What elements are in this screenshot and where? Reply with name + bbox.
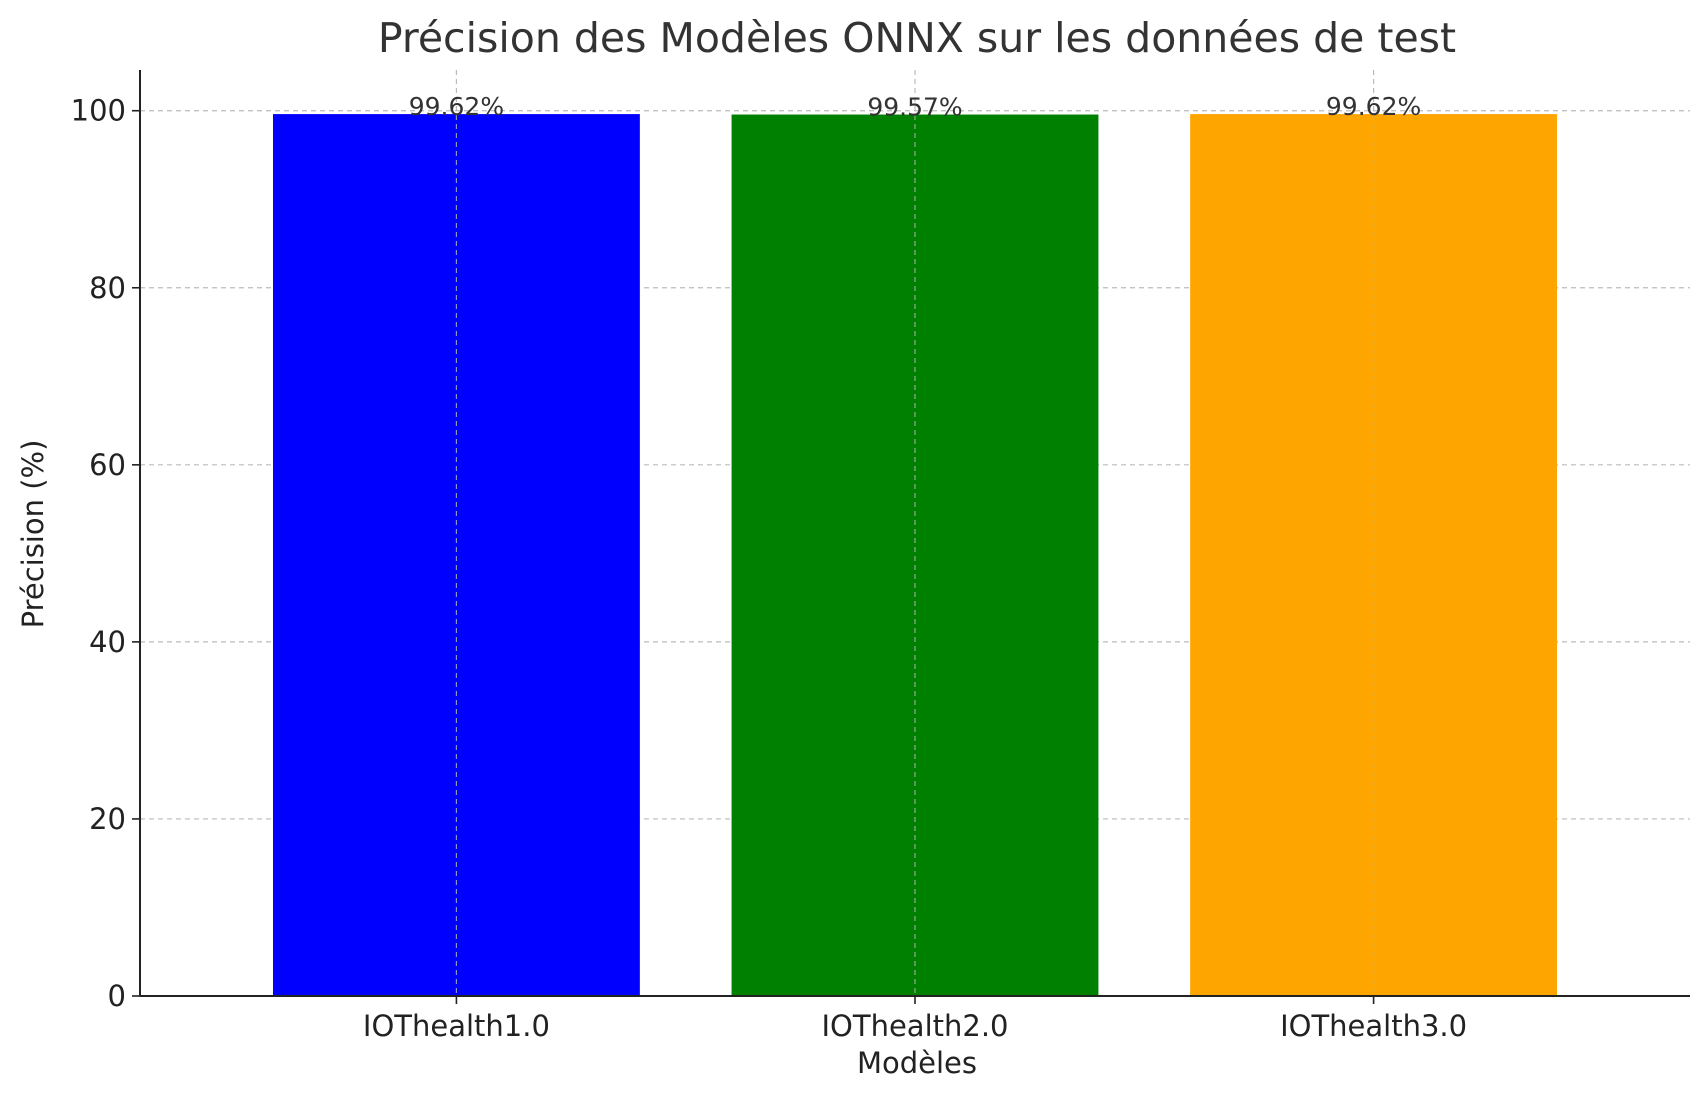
y-tick-label: 100 — [71, 94, 126, 128]
y-tick-label: 40 — [89, 625, 126, 659]
y-tick-label: 0 — [108, 979, 126, 1013]
chart-title: Précision des Modèles ONNX sur les donné… — [378, 14, 1456, 62]
grid-overlay — [455, 70, 1375, 996]
bar-value-label: 99.57% — [867, 93, 962, 122]
x-tick-label: IOThealth3.0 — [1280, 1009, 1467, 1043]
ticks: 0 20 40 60 80 100 IOThealth1.0 IOThealth2.0 IOTh… — [71, 94, 1467, 1043]
y-tick-label: 60 — [89, 448, 126, 482]
y-axis-label: Précision (%) — [16, 440, 50, 629]
y-tick-label: 80 — [89, 271, 126, 305]
bar-value-label: 99.62% — [1326, 92, 1421, 121]
y-tick-label: 20 — [89, 802, 126, 836]
data-labels: 99.62% 99.57% 99.62% — [409, 92, 1421, 121]
bar-value-label: 99.62% — [409, 92, 504, 121]
x-tick-label: IOThealth1.0 — [363, 1009, 550, 1043]
x-tick-label: IOThealth2.0 — [821, 1009, 1008, 1043]
x-axis-label: Modèles — [857, 1046, 977, 1080]
